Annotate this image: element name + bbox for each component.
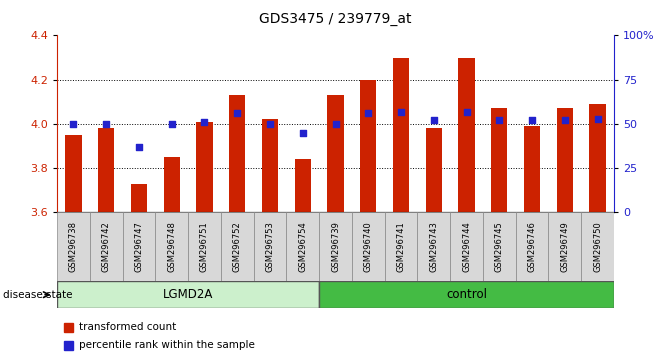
Point (592, 116, 603, 121)
Bar (295, 159, 311, 212)
Text: disease state: disease state (3, 290, 73, 300)
Point (396, 109, 407, 114)
Point (560, 118, 570, 123)
Point (101, 121, 111, 127)
Bar (131, 184, 147, 212)
Bar (516, 212, 548, 281)
Bar (491, 108, 507, 212)
Bar (155, 212, 188, 281)
Bar (384, 212, 417, 281)
Point (199, 119, 210, 125)
Text: GSM296753: GSM296753 (266, 222, 274, 272)
Text: GSM296751: GSM296751 (200, 222, 209, 272)
Bar (548, 212, 581, 281)
Bar (221, 212, 254, 281)
Bar (589, 104, 606, 212)
Point (363, 110, 374, 116)
Bar (319, 281, 614, 308)
Text: GSM296743: GSM296743 (429, 222, 438, 272)
Bar (123, 212, 155, 281)
Text: transformed count: transformed count (79, 322, 176, 332)
Text: GSM296745: GSM296745 (495, 222, 504, 272)
Text: GSM296741: GSM296741 (397, 222, 405, 272)
Text: GDS3475 / 239779_at: GDS3475 / 239779_at (259, 12, 412, 27)
Bar (425, 129, 442, 212)
Bar (327, 95, 344, 212)
Bar (188, 212, 221, 281)
Point (494, 118, 505, 123)
Bar (90, 212, 123, 281)
Bar (524, 126, 540, 212)
Text: GSM296754: GSM296754 (298, 222, 307, 272)
Bar (98, 129, 114, 212)
Bar (64, 341, 73, 350)
Bar (393, 58, 409, 212)
Point (330, 121, 341, 127)
Bar (262, 120, 278, 212)
Bar (483, 212, 516, 281)
Bar (319, 212, 352, 281)
Bar (254, 212, 287, 281)
Bar (557, 108, 573, 212)
Point (527, 118, 537, 123)
Bar (352, 212, 384, 281)
Text: control: control (446, 288, 487, 301)
Bar (581, 212, 614, 281)
Bar (458, 58, 475, 212)
Point (264, 121, 275, 127)
Text: GSM296748: GSM296748 (167, 222, 176, 272)
Bar (57, 281, 319, 308)
Point (232, 110, 243, 116)
Point (134, 144, 144, 150)
Point (68, 121, 79, 127)
Point (297, 130, 308, 136)
Text: GSM296752: GSM296752 (233, 222, 242, 272)
Point (166, 121, 177, 127)
Bar (164, 157, 180, 212)
Bar (57, 212, 90, 281)
Text: GSM296746: GSM296746 (527, 222, 537, 272)
Text: GSM296738: GSM296738 (69, 221, 78, 273)
Text: GSM296739: GSM296739 (331, 222, 340, 272)
Text: GSM296744: GSM296744 (462, 222, 471, 272)
Bar (64, 323, 73, 332)
Bar (417, 212, 450, 281)
Bar (287, 212, 319, 281)
Bar (360, 80, 376, 212)
Point (428, 118, 439, 123)
Bar (450, 212, 483, 281)
Text: GSM296749: GSM296749 (560, 222, 569, 272)
Text: GSM296742: GSM296742 (102, 222, 111, 272)
Text: GSM296747: GSM296747 (134, 222, 144, 272)
Bar (229, 95, 246, 212)
Text: GSM296750: GSM296750 (593, 222, 602, 272)
Text: percentile rank within the sample: percentile rank within the sample (79, 340, 254, 350)
Text: LGMD2A: LGMD2A (163, 288, 213, 301)
Point (461, 109, 472, 114)
Bar (197, 122, 213, 212)
Text: GSM296740: GSM296740 (364, 222, 373, 272)
Bar (65, 135, 82, 212)
